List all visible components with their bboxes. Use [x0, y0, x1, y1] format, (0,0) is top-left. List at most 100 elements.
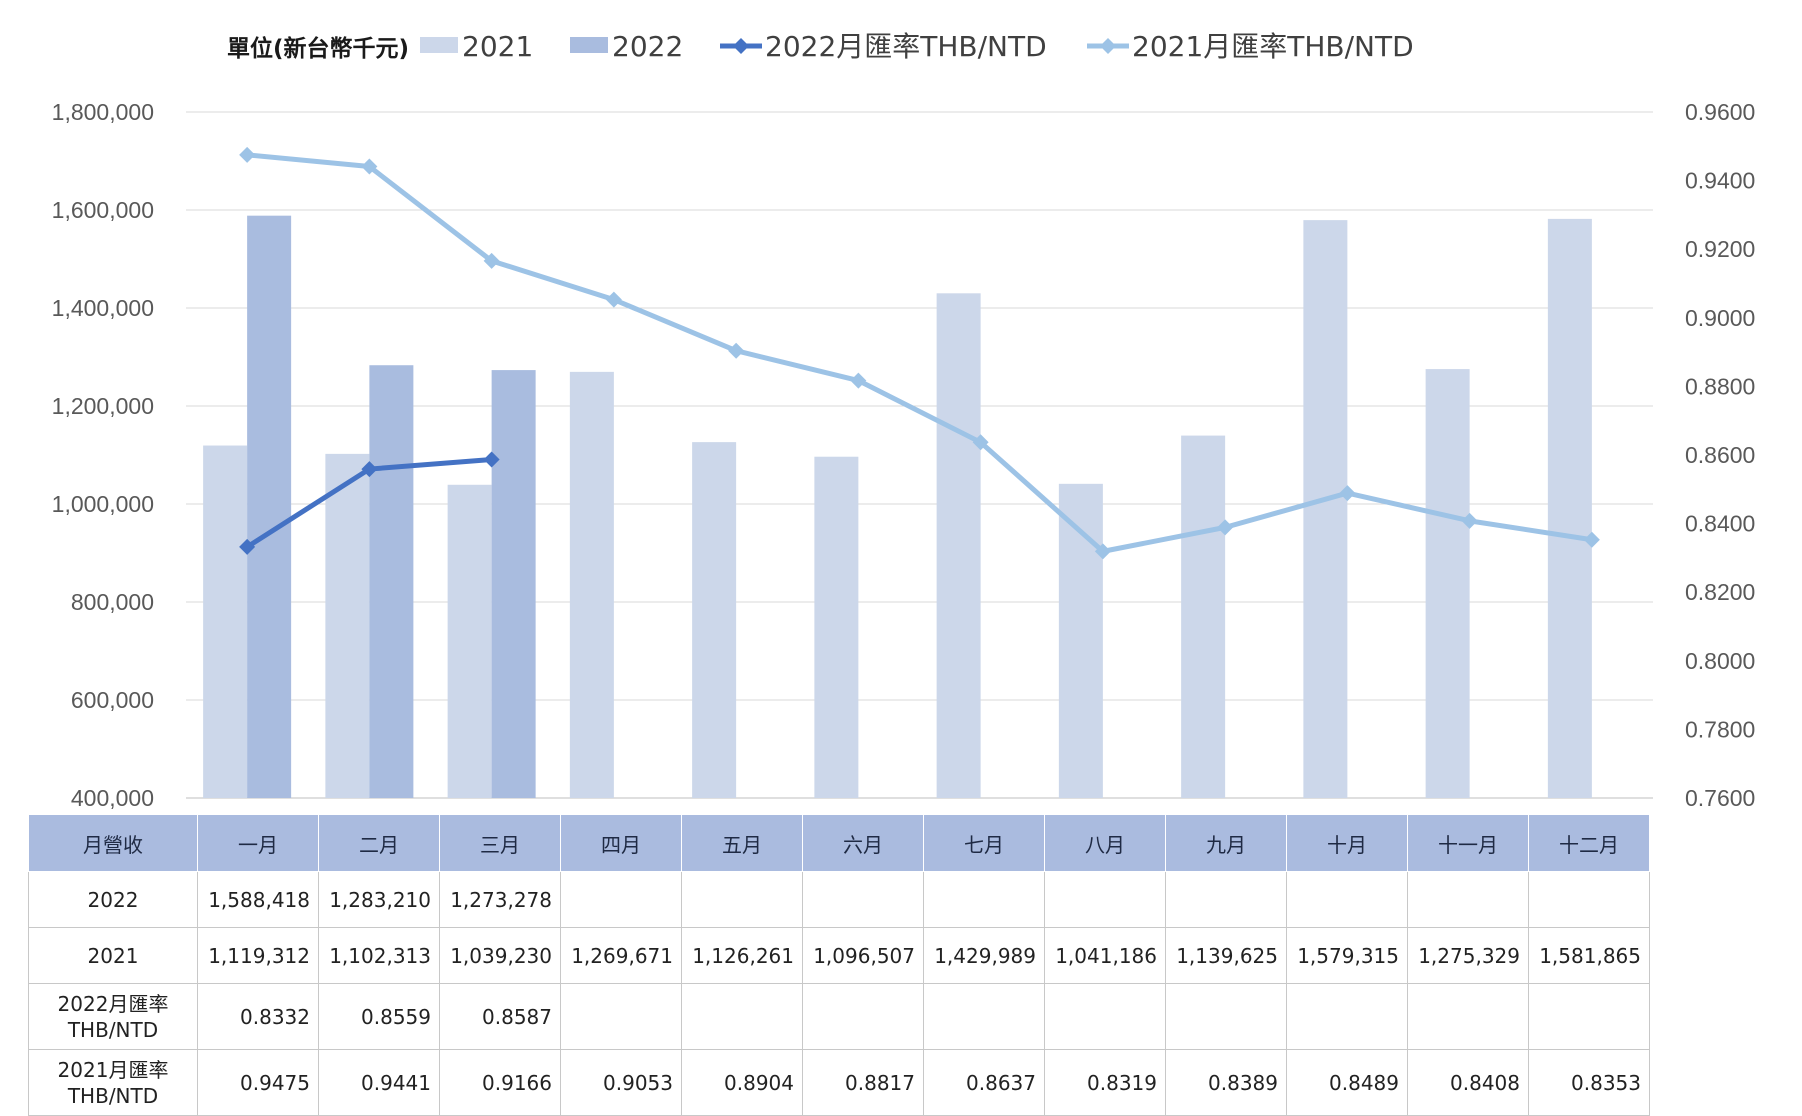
y-tick-label: 800,000	[71, 589, 154, 615]
table-cell: 0.8559	[318, 983, 440, 1050]
y2-tick-label: 0.8600	[1685, 442, 1755, 468]
table-cell: 1,126,261	[681, 927, 803, 984]
table-header-month: 一月	[197, 814, 319, 872]
bar-2021-十月	[1303, 220, 1348, 799]
bar-2021-四月	[569, 371, 614, 798]
table-cell: 1,579,315	[1286, 927, 1408, 984]
table-cell: 1,139,625	[1165, 927, 1287, 984]
table-cell	[1407, 983, 1529, 1050]
table-cell	[1286, 871, 1408, 928]
table-cell: 0.8817	[802, 1049, 924, 1116]
table-cell: 0.8587	[439, 983, 561, 1050]
y-tick-label: 1,000,000	[52, 491, 154, 517]
table-cell: 1,273,278	[439, 871, 561, 928]
point-2021月匯率THB/NTD	[850, 372, 867, 389]
y-axis-left: 400,000 600,000 800,000 1,000,000 1,200,000 1…	[52, 99, 154, 810]
lines	[239, 146, 1600, 560]
y2-tick-label: 0.8000	[1685, 648, 1755, 674]
point-2021月匯率THB/NTD	[605, 291, 622, 308]
table-cell: 0.8637	[923, 1049, 1045, 1116]
table-cell: 1,039,230	[439, 927, 561, 984]
table-cell	[1044, 983, 1166, 1050]
point-2021月匯率THB/NTD	[239, 146, 256, 163]
legend-label-2021月匯率THB/NTD: 2021月匯率THB/NTD	[1132, 30, 1414, 63]
table-cell: 1,119,312	[197, 927, 319, 984]
table-cell: 1,102,313	[318, 927, 440, 984]
line-2021月匯率THB/NTD	[246, 152, 1593, 554]
table-header-month: 五月	[681, 814, 803, 872]
table-cell: 1,581,865	[1528, 927, 1650, 984]
legend: 單位(新台幣千元) 2021 2022 2022月匯率THB/NTD 2021月匯率TH…	[227, 30, 1414, 63]
y-tick-label: 400,000	[71, 785, 154, 810]
bar-2021-十一月	[1425, 369, 1470, 798]
table-cell: 0.8353	[1528, 1049, 1650, 1116]
point-2022月匯率THB/NTD	[239, 538, 256, 555]
point-2021月匯率THB/NTD	[1583, 531, 1600, 548]
y2-tick-label: 0.9600	[1685, 99, 1755, 125]
table-cell: 0.8389	[1165, 1049, 1287, 1116]
legend-marker-2021月匯率THB/NTD	[1100, 38, 1116, 54]
table-cell: 0.8332	[197, 983, 319, 1050]
point-2021月匯率THB/NTD	[1094, 543, 1111, 560]
table-cell: 1,283,210	[318, 871, 440, 928]
point-2021月匯率THB/NTD	[728, 342, 745, 359]
table-cell	[681, 983, 803, 1050]
point-2022月匯率THB/NTD	[483, 451, 500, 468]
table-cell	[560, 983, 682, 1050]
bar-2021-九月	[1181, 435, 1226, 798]
table-cell: 1,275,329	[1407, 927, 1529, 984]
table-header-month: 八月	[1044, 814, 1166, 872]
table-row-label: 2021	[28, 927, 198, 984]
y-tick-label: 1,600,000	[52, 197, 154, 223]
y2-tick-label: 0.9000	[1685, 305, 1755, 331]
bar-2021-六月	[814, 456, 859, 798]
bar-2022-一月	[247, 215, 292, 799]
table-cell	[802, 983, 924, 1050]
table-cell	[1528, 983, 1650, 1050]
table-row: 2022 1,588,418 1,283,210 1,273,278	[28, 871, 1650, 928]
y2-tick-label: 0.7600	[1685, 785, 1755, 810]
table-header-month: 十月	[1286, 814, 1408, 872]
y2-tick-label: 0.9200	[1685, 236, 1755, 262]
table-cell: 1,588,418	[197, 871, 319, 928]
y-tick-label: 1,200,000	[52, 393, 154, 419]
table-header-month: 四月	[560, 814, 682, 872]
bar-2021-三月	[447, 484, 492, 798]
bar-2021-一月	[203, 445, 248, 798]
bar-2021-八月	[1058, 483, 1103, 798]
table-cell: 1,096,507	[802, 927, 924, 984]
point-2021月匯率THB/NTD	[1217, 519, 1234, 536]
bar-2022-二月	[369, 365, 414, 798]
table-header-month: 六月	[802, 814, 924, 872]
y2-tick-label: 0.8800	[1685, 373, 1755, 399]
table-row: 2021月匯率 THB/NTD 0.9475 0.9441 0.9166 0.9053 0.…	[28, 1049, 1650, 1116]
table-cell: 0.9475	[197, 1049, 319, 1116]
table-cell: 1,041,186	[1044, 927, 1166, 984]
y2-tick-label: 0.7800	[1685, 716, 1755, 742]
legend-marker-2022月匯率THB/NTD	[733, 38, 749, 54]
point-2022月匯率THB/NTD	[361, 461, 378, 478]
y-tick-label: 1,400,000	[52, 295, 154, 321]
legend-swatch-2021	[420, 37, 458, 53]
table-header-month: 十一月	[1407, 814, 1529, 872]
table-cell	[1286, 983, 1408, 1050]
combo-chart: 單位(新台幣千元) 2021 2022 2022月匯率THB/NTD 2021月匯率TH…	[52, 30, 1756, 810]
table-header-month: 七月	[923, 814, 1045, 872]
table-cell: 0.9166	[439, 1049, 561, 1116]
table-header-label: 月營收	[28, 814, 198, 872]
table-header-month: 九月	[1165, 814, 1287, 872]
legend-label-2021: 2021	[462, 30, 533, 63]
table-cell: 0.8319	[1044, 1049, 1166, 1116]
table-cell: 0.9441	[318, 1049, 440, 1116]
table-cell: 0.8408	[1407, 1049, 1529, 1116]
table-header-row: 月營收 一月 二月 三月 四月 五月 六月 七月 八月 九月 十月 十一月 十二月	[28, 814, 1650, 872]
point-2021月匯率THB/NTD	[483, 252, 500, 269]
table-cell	[802, 871, 924, 928]
table-cell	[1165, 983, 1287, 1050]
table-cell: 1,269,671	[560, 927, 682, 984]
table-row-label: 2022	[28, 871, 198, 928]
table-cell: 0.8489	[1286, 1049, 1408, 1116]
y2-tick-label: 0.9400	[1685, 168, 1755, 194]
gridlines	[186, 111, 1653, 799]
y-axis-right: 0.7600 0.7800 0.8000 0.8200 0.8400 0.8600 0.88…	[1685, 99, 1755, 810]
